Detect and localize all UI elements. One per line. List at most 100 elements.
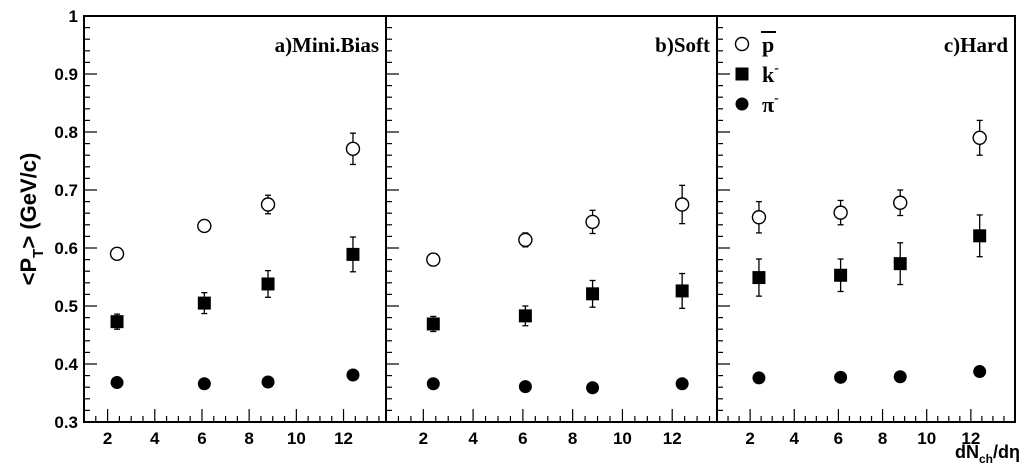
legend-marker — [735, 67, 749, 81]
x-tick-label: 10 — [613, 429, 632, 448]
panel-frame — [83, 15, 387, 423]
marker-filled-square — [426, 317, 440, 331]
legend-label-sup: - — [774, 91, 779, 106]
marker-open-circle — [109, 246, 125, 262]
data-point — [893, 189, 908, 217]
data-point — [346, 236, 360, 273]
marker-filled-circle — [834, 370, 848, 384]
data-point — [586, 381, 600, 395]
data-point — [518, 305, 532, 327]
marker-filled-circle — [973, 365, 987, 379]
panel-title: a)Mini.Bias — [275, 33, 379, 57]
marker-filled-square — [586, 287, 600, 301]
series-pbar — [426, 184, 690, 267]
panels: 2 4 6 8 10 12 0.3 0.4 0.5 0.6 0.7 0.8 0.9 1 a)Mini.Bia… — [54, 7, 1016, 448]
x-tick-label: 12 — [961, 429, 980, 448]
data-point — [197, 218, 212, 234]
y-tick-label: 0.3 — [54, 413, 78, 432]
data-point — [675, 272, 689, 309]
marker-filled-square — [834, 268, 848, 282]
data-point — [585, 209, 600, 235]
x-tick-label: 2 — [745, 429, 754, 448]
x-tick-label: 4 — [150, 429, 160, 448]
series-piminus — [752, 365, 987, 385]
marker-open-circle — [585, 214, 600, 230]
x-tick-label: 2 — [419, 429, 428, 448]
marker-filled-circle — [752, 371, 766, 385]
y-tick-label: 0.5 — [54, 297, 78, 316]
marker-filled-square — [346, 247, 360, 261]
marker-open-circle — [833, 205, 848, 220]
data-point — [674, 184, 690, 225]
data-point — [518, 380, 532, 394]
x-tick-label: 6 — [197, 429, 206, 448]
legend-label-sup: - — [774, 61, 779, 76]
panel-frame — [716, 15, 1016, 423]
marker-filled-circle — [675, 377, 689, 391]
legend-entry-piminus: π- — [735, 91, 779, 117]
x-tick-label: 8 — [878, 429, 887, 448]
legend-entry-pbar: p — [734, 31, 776, 57]
x-tick-label: 8 — [568, 429, 577, 448]
marker-filled-circle — [518, 380, 532, 394]
data-point — [973, 365, 987, 379]
marker-open-circle — [426, 252, 441, 267]
panel-title: c)Hard — [944, 33, 1008, 57]
marker-filled-square — [518, 309, 532, 323]
data-point — [834, 258, 848, 293]
data-point — [893, 370, 907, 384]
y-tick-label: 0.9 — [54, 65, 78, 84]
x-axis-title: dNch/dη — [955, 442, 1020, 466]
legend-label: π- — [762, 91, 779, 117]
marker-open-circle — [751, 210, 767, 225]
data-point — [261, 269, 275, 298]
panel-title: b)Soft — [655, 33, 710, 57]
marker-filled-square — [675, 284, 689, 298]
marker-filled-circle — [893, 370, 907, 384]
data-point — [518, 232, 533, 248]
marker-filled-circle — [586, 381, 600, 395]
y-tick-label: 0.7 — [54, 181, 78, 200]
marker-filled-circle — [346, 368, 360, 382]
data-point — [197, 377, 211, 391]
marker-open-circle — [893, 195, 908, 210]
data-point — [426, 377, 440, 391]
marker-filled-circle — [110, 376, 124, 390]
y-tick-label: 0.8 — [54, 123, 78, 142]
y-tick-label: 0.6 — [54, 239, 78, 258]
data-point — [426, 315, 440, 333]
data-point — [260, 194, 276, 215]
series-kminus — [426, 272, 689, 333]
x-tick-label: 8 — [244, 429, 253, 448]
marker-filled-square — [197, 296, 211, 310]
x-axis-label: dNch/dη — [955, 442, 1020, 466]
panel-1: 2 4 6 8 10 12 0.3 0.4 0.5 0.6 0.7 0.8 0.9 1 a)Mini.Bia… — [54, 7, 387, 448]
data-point — [893, 242, 907, 286]
panel-2: 2 4 6 8 10 12 b)Soft — [385, 15, 718, 448]
marker-filled-square — [973, 229, 987, 243]
data-point — [834, 370, 848, 384]
marker-open-circle — [197, 218, 212, 234]
data-point — [675, 377, 689, 391]
series-pbar — [109, 132, 361, 262]
marker-filled-square — [110, 315, 124, 329]
data-point — [586, 279, 600, 308]
panel-3: 2 4 6 8 10 12 c)Hard — [716, 15, 1016, 448]
marker-filled-square — [752, 271, 766, 285]
series-piminus — [110, 368, 360, 391]
data-point — [972, 119, 987, 156]
data-point — [752, 371, 766, 385]
data-point — [752, 258, 766, 297]
marker-open-circle — [674, 197, 690, 212]
marker-filled-circle — [426, 377, 440, 391]
data-point — [973, 214, 987, 258]
x-tick-label: 2 — [103, 429, 112, 448]
panel-frame — [385, 15, 718, 423]
series-pbar — [751, 119, 987, 234]
marker-open-circle — [518, 232, 533, 248]
marker-filled-circle — [197, 377, 211, 391]
data-point — [345, 132, 361, 166]
y-axis-title: <PT> (GeV/c) — [16, 153, 47, 286]
series-kminus — [752, 214, 987, 297]
marker-open-circle — [972, 130, 987, 146]
